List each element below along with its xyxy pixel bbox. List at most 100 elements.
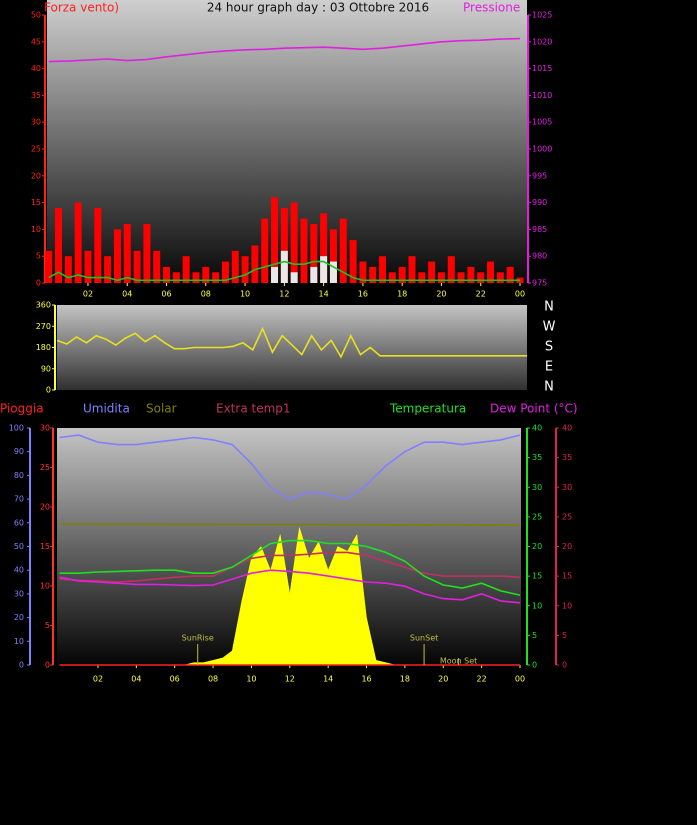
y-tick-label: 25 <box>31 145 41 154</box>
x-tick-label: 22 <box>477 675 487 684</box>
y-tick-label: 0 <box>46 386 51 395</box>
y-tick-label: 30 <box>532 483 542 492</box>
compass-label: N <box>544 300 554 315</box>
y-tick-label: 20 <box>532 542 542 551</box>
legend-entry: Umidita <box>83 402 130 416</box>
x-tick-label: 20 <box>438 675 448 684</box>
bar <box>457 272 465 283</box>
x-tick-label: 08 <box>201 290 211 299</box>
y-tick-label: 15 <box>532 572 542 581</box>
bar <box>221 261 229 283</box>
y-tick-label: 20 <box>562 542 572 551</box>
y-tick-label: 1025 <box>532 11 552 20</box>
y-tick-label: 25 <box>562 512 572 521</box>
y-tick-label: 15 <box>40 542 50 551</box>
y-tick-label: 270 <box>36 322 51 331</box>
x-tick-label: 16 <box>361 675 371 684</box>
y-tick-label: 0 <box>562 661 567 670</box>
y-tick-label: 20 <box>31 171 41 180</box>
y-tick-label: 1010 <box>532 91 552 100</box>
bar <box>339 218 347 283</box>
y-tick-label: 60 <box>14 518 24 527</box>
y-tick-label: 10 <box>532 601 542 610</box>
bar <box>329 229 337 283</box>
y-tick-label: 50 <box>14 542 24 551</box>
bar <box>143 224 151 283</box>
x-tick-label: 02 <box>93 675 103 684</box>
y-tick-label: 180 <box>36 343 51 352</box>
bar <box>153 250 161 283</box>
bar <box>64 256 72 283</box>
x-tick-label: 08 <box>208 675 218 684</box>
x-tick-label: 20 <box>436 290 446 299</box>
bar <box>398 266 406 283</box>
bar <box>280 250 288 283</box>
y-tick-label: 20 <box>40 503 50 512</box>
x-tick-label: 12 <box>279 290 289 299</box>
bar <box>467 266 475 283</box>
y-tick-label: 0 <box>36 279 41 288</box>
y-tick-label: 35 <box>532 453 542 462</box>
x-tick-label: 14 <box>323 675 333 684</box>
bar <box>320 213 328 283</box>
chart-title: 24 hour graph day : 03 Ottobre 2016 <box>207 1 429 15</box>
x-tick-label: 04 <box>122 290 132 299</box>
compass-label: S <box>545 340 553 355</box>
y-tick-label: 10 <box>562 601 572 610</box>
x-tick-label: 10 <box>240 290 250 299</box>
y-tick-label: 35 <box>562 453 572 462</box>
y-tick-label: 0 <box>19 661 24 670</box>
bar <box>408 256 416 283</box>
legend-entry: Extra temp1 <box>216 402 291 416</box>
y-tick-label: 25 <box>40 463 50 472</box>
bar <box>310 266 318 283</box>
y2-axis-label: Pressione <box>463 1 520 15</box>
y-tick-label: 975 <box>532 279 547 288</box>
line <box>59 551 521 583</box>
bar <box>192 272 200 283</box>
line <box>48 260 520 282</box>
bar <box>251 245 259 283</box>
y-tick-label: 70 <box>14 495 24 504</box>
x-tick-label: 00 <box>515 290 525 299</box>
legend-entry: Solar <box>146 402 177 416</box>
bar <box>349 240 357 283</box>
y-tick-label: 1015 <box>532 64 552 73</box>
y-tick-label: 10 <box>14 637 24 646</box>
bar <box>261 218 269 283</box>
x-tick-label: 22 <box>476 290 486 299</box>
bar <box>477 272 485 283</box>
x-tick-label: 04 <box>131 675 141 684</box>
y-tick-label: 25 <box>532 512 542 521</box>
line <box>59 434 521 500</box>
line <box>59 569 521 604</box>
compass-label: E <box>545 360 553 375</box>
bar <box>271 197 279 283</box>
x-tick-label: 12 <box>285 675 295 684</box>
bar <box>84 250 92 283</box>
legend-entry: Pioggia <box>0 402 44 416</box>
y-tick-label: 995 <box>532 171 547 180</box>
y-tick-label: 980 <box>532 252 547 261</box>
bar <box>163 266 171 283</box>
y-tick-label: 990 <box>532 198 547 207</box>
y-tick-label: 30 <box>14 589 24 598</box>
line <box>59 523 521 526</box>
bar <box>271 266 279 283</box>
y-tick-label: 15 <box>31 198 41 207</box>
legend-entry: Dew Point (°C) <box>490 402 578 416</box>
y-axis-label: Forza vento) <box>44 1 119 15</box>
y-tick-label: 5 <box>532 631 537 640</box>
bar <box>202 266 210 283</box>
plot-background <box>57 305 527 390</box>
y-tick-label: 30 <box>40 424 50 433</box>
line <box>48 37 521 63</box>
annotation-label: SunSet <box>410 634 438 643</box>
bar <box>123 224 131 283</box>
y-tick-label: 0 <box>532 661 537 670</box>
bar <box>104 256 112 283</box>
y-tick-label: 5 <box>562 631 567 640</box>
compass-label: W <box>543 320 556 335</box>
bar <box>418 272 426 283</box>
